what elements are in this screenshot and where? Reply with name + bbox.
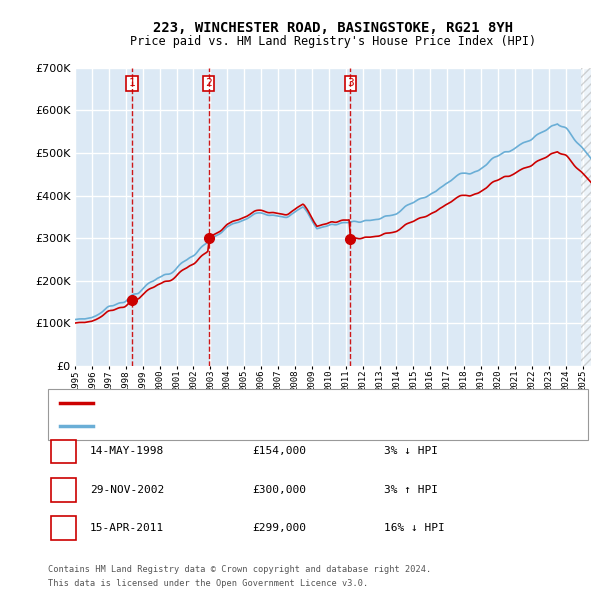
Text: £154,000: £154,000 [252,447,306,456]
Text: 1: 1 [60,445,67,458]
Bar [581,68,598,366]
Text: 223, WINCHESTER ROAD, BASINGSTOKE, RG21 8YH: 223, WINCHESTER ROAD, BASINGSTOKE, RG21 … [153,21,513,35]
Text: 15-APR-2011: 15-APR-2011 [90,523,164,533]
Text: 2: 2 [205,78,212,88]
Text: HPI: Average price, detached house, Basingstoke and Deane: HPI: Average price, detached house, Basi… [99,421,441,431]
Text: 3: 3 [347,78,354,88]
Text: 16% ↓ HPI: 16% ↓ HPI [384,523,445,533]
Text: 3% ↑ HPI: 3% ↑ HPI [384,485,438,494]
Text: This data is licensed under the Open Government Licence v3.0.: This data is licensed under the Open Gov… [48,579,368,588]
Text: 29-NOV-2002: 29-NOV-2002 [90,485,164,494]
Text: 3% ↓ HPI: 3% ↓ HPI [384,447,438,456]
Text: 2: 2 [60,483,67,496]
Text: 1: 1 [128,78,136,88]
Text: 223, WINCHESTER ROAD, BASINGSTOKE, RG21 8YH (detached house): 223, WINCHESTER ROAD, BASINGSTOKE, RG21 … [99,398,459,408]
Text: Contains HM Land Registry data © Crown copyright and database right 2024.: Contains HM Land Registry data © Crown c… [48,565,431,574]
Text: 3: 3 [60,522,67,535]
Text: 14-MAY-1998: 14-MAY-1998 [90,447,164,456]
Text: £299,000: £299,000 [252,523,306,533]
Text: £300,000: £300,000 [252,485,306,494]
Text: Price paid vs. HM Land Registry's House Price Index (HPI): Price paid vs. HM Land Registry's House … [130,35,536,48]
